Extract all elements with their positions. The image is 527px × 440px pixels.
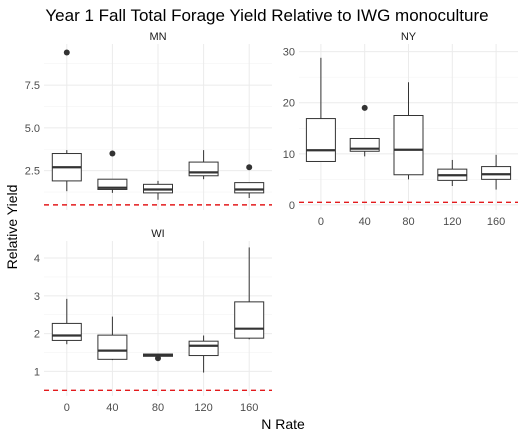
boxplot-ny-40 — [349, 104, 380, 157]
box-iqr — [393, 115, 424, 176]
boxplot-wi-120 — [188, 335, 219, 373]
x-tick-label: 120 — [194, 402, 212, 414]
boxplot-mn-160 — [234, 164, 265, 199]
x-axis-label: N Rate — [261, 416, 305, 432]
y-tick-label: 30 — [283, 47, 295, 59]
facet-strip-label: MN — [149, 31, 166, 43]
x-tick-label: 40 — [106, 402, 118, 414]
chart-title: Year 1 Fall Total Forage Yield Relative … — [45, 6, 488, 25]
y-tick-label: 0 — [289, 200, 295, 212]
box-iqr — [234, 182, 265, 194]
x-tick-label: 0 — [64, 402, 70, 414]
box-iqr — [481, 166, 512, 180]
box-iqr — [51, 322, 82, 341]
boxplot-ny-160 — [481, 154, 512, 190]
outlier-point — [109, 150, 116, 157]
y-tick-label: 3 — [34, 291, 40, 303]
x-tick-label: 80 — [402, 216, 414, 228]
x-tick-label: 160 — [240, 402, 258, 414]
panel-mn: 2.5 5.0 7.5 MN — [25, 31, 272, 210]
y-tick-label: 5.0 — [25, 123, 40, 135]
boxplot-wi-0 — [51, 298, 82, 345]
y-axis-label: Relative Yield — [4, 185, 20, 270]
box-iqr — [97, 178, 128, 190]
y-tick-label: 4 — [34, 253, 40, 265]
outlier-point — [63, 49, 70, 56]
boxplot-mn-120 — [188, 150, 219, 180]
box-iqr — [234, 301, 265, 339]
boxplot-ny-80 — [393, 82, 424, 180]
box-iqr — [97, 334, 128, 360]
boxplot-ny-120 — [437, 159, 468, 186]
x-tick-label: 40 — [359, 216, 371, 228]
box-iqr — [188, 340, 219, 357]
outlier-point — [155, 355, 161, 362]
outlier-point — [361, 104, 368, 111]
y-tick-label: 1 — [34, 366, 40, 378]
boxplot-mn-40 — [97, 150, 128, 193]
boxplot-wi-160 — [234, 247, 265, 340]
y-tick-label: 2 — [34, 329, 40, 341]
boxplot-mn-80 — [143, 180, 173, 200]
panel-ny: 0 10 20 30 0 40 80 120 160 NY — [283, 31, 518, 228]
x-tick-label: 160 — [487, 216, 505, 228]
y-tick-label: 10 — [283, 149, 295, 161]
x-tick-label: 0 — [318, 216, 324, 228]
outlier-point — [246, 164, 253, 171]
boxplot-ny-0 — [305, 57, 336, 162]
boxplot-wi-40 — [97, 316, 128, 361]
y-tick-label: 7.5 — [25, 80, 40, 92]
facet-strip-label: NY — [401, 31, 417, 43]
x-tick-label: 80 — [152, 402, 164, 414]
boxplot-wi-80 — [143, 353, 173, 362]
x-tick-label: 120 — [443, 216, 461, 228]
box-iqr — [305, 118, 336, 162]
box-iqr — [188, 161, 219, 177]
y-tick-label: 2.5 — [25, 166, 40, 178]
boxplot-mn-0 — [51, 49, 82, 192]
facet-strip-label: WI — [151, 228, 164, 240]
y-tick-label: 20 — [283, 98, 295, 110]
